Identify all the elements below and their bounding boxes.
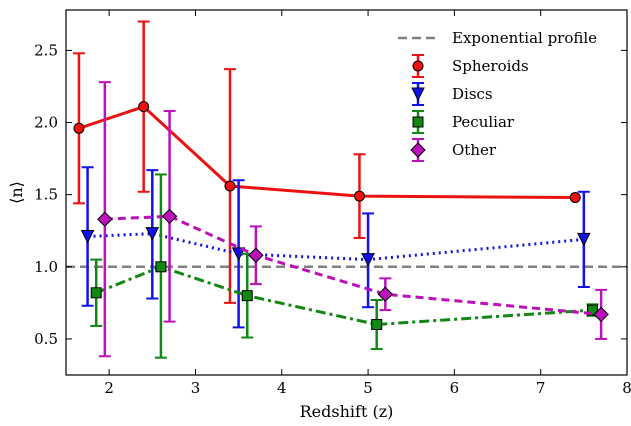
legend-marker <box>412 60 424 72</box>
y-tick-label: 2.0 <box>34 114 58 132</box>
legend: Exponential profile Spheroids Discs Peculia… <box>398 29 597 162</box>
data-point <box>145 227 160 241</box>
series-line <box>104 214 602 316</box>
x-tick-label: 5 <box>363 379 373 397</box>
axes: 2 3 4 5 6 7 8 0.5 1.0 1.5 2.0 2.5 <box>34 9 631 397</box>
legend-entry-discs: Discs <box>411 82 493 106</box>
data-point <box>361 253 375 267</box>
legend-label: Peculiar <box>452 113 515 131</box>
x-axis-label: Redshift (z) <box>300 402 394 421</box>
axes-frame <box>65 9 628 376</box>
data-point <box>224 180 236 192</box>
y-tick-label: 1.0 <box>34 258 58 276</box>
data-point <box>161 208 178 225</box>
series-spheroids <box>72 20 581 304</box>
data-point <box>80 230 95 244</box>
data-point <box>377 286 394 302</box>
legend-marker <box>411 87 425 102</box>
legend-entry-exponential-profile: Exponential profile <box>398 29 597 47</box>
data-point <box>90 287 102 299</box>
data-point <box>97 211 113 227</box>
data-point <box>248 247 264 263</box>
legend-entry-spheroids: Spheroids <box>412 54 529 78</box>
data-point <box>241 290 253 302</box>
data-point <box>73 122 85 134</box>
legend-entry-peculiar: Peculiar <box>412 110 515 134</box>
legend-marker <box>412 116 424 128</box>
data-point <box>569 192 581 204</box>
x-tick-label: 8 <box>622 379 631 397</box>
series-discs <box>80 166 591 329</box>
legend-label: Discs <box>452 85 493 103</box>
y-tick-label: 0.5 <box>34 330 58 348</box>
plot-area <box>66 20 627 359</box>
data-point <box>138 101 150 113</box>
x-tick-label: 4 <box>277 379 287 397</box>
data-point <box>586 304 598 316</box>
data-point <box>577 232 591 247</box>
legend-label: Exponential profile <box>452 29 597 47</box>
legend-label: Other <box>452 141 497 159</box>
series-peculiar <box>90 173 599 359</box>
x-tick-label: 2 <box>104 379 114 397</box>
x-tick-label: 7 <box>536 379 546 397</box>
x-tick-label: 6 <box>450 379 460 397</box>
data-point <box>371 319 383 331</box>
y-axis-label: ⟨n⟩ <box>7 181 26 204</box>
series-line <box>87 232 584 262</box>
data-point <box>353 190 365 202</box>
series-other <box>97 81 609 358</box>
y-tick-label: 1.5 <box>34 186 58 204</box>
data-point <box>593 306 609 323</box>
legend-label: Spheroids <box>452 57 529 75</box>
legend-entry-other: Other <box>410 138 497 162</box>
data-point <box>155 261 167 273</box>
x-tick-label: 3 <box>191 379 201 397</box>
y-tick-label: 2.5 <box>34 41 58 59</box>
legend-marker <box>410 142 426 158</box>
series-line <box>95 265 593 327</box>
